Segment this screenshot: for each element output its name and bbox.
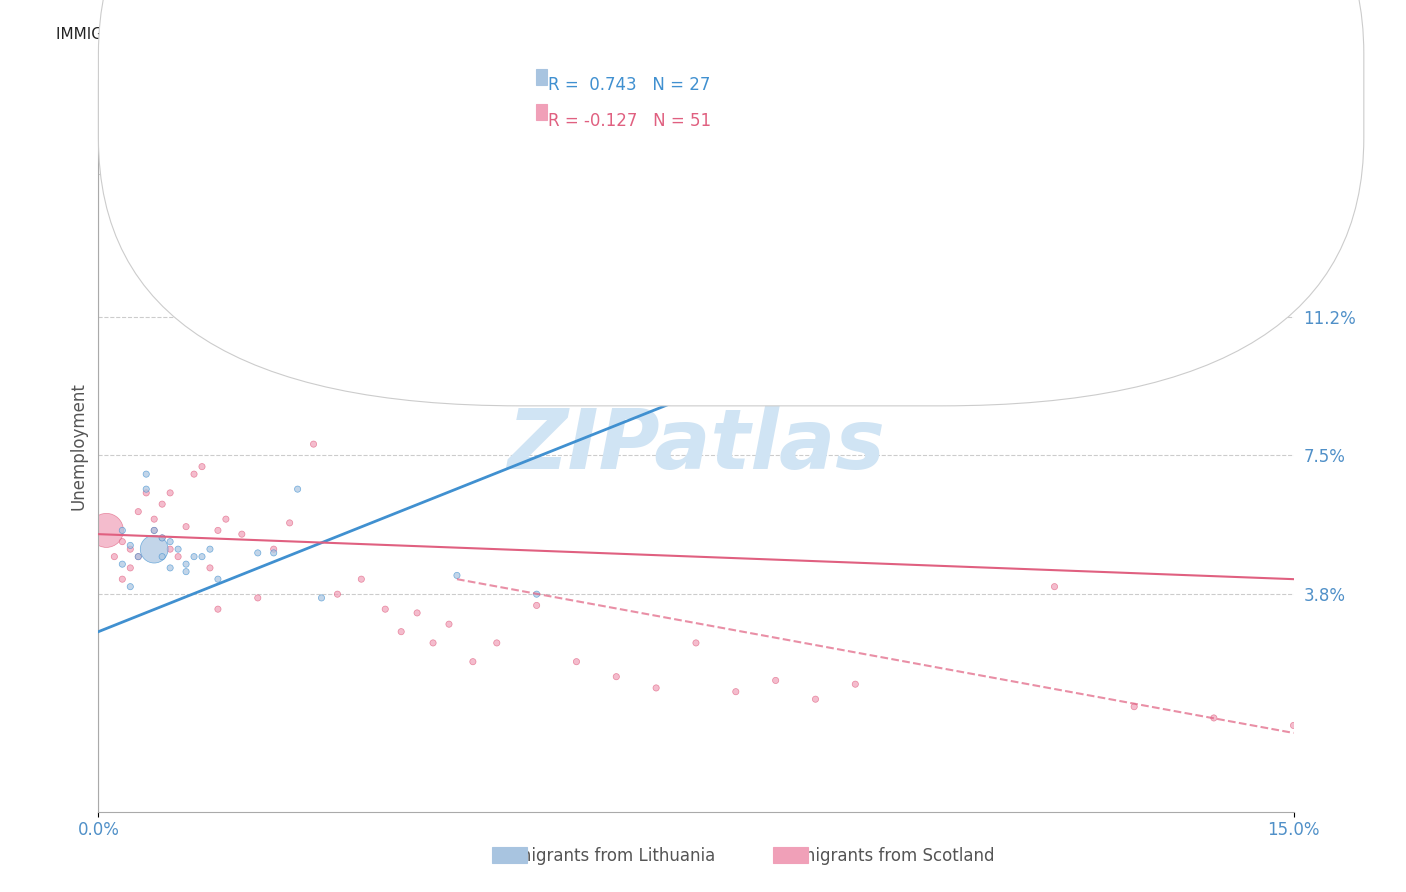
Point (1004, 175, 1026, 189)
Point (127, 549, 149, 564)
Point (103, 549, 125, 564)
Point (143, 542, 166, 557)
Point (135, 467, 157, 482)
Point (263, 542, 285, 557)
Point (127, 505, 149, 519)
Point (174, 557, 197, 571)
Point (526, 587, 548, 601)
Point (159, 534, 181, 549)
Text: ZIPatlas: ZIPatlas (508, 406, 884, 486)
Point (685, 636, 707, 650)
Point (389, 624, 412, 639)
Point (96, 524, 118, 538)
Point (174, 519, 197, 533)
Point (143, 524, 166, 538)
Point (135, 486, 157, 500)
Point (127, 549, 149, 564)
Point (167, 542, 190, 557)
Point (143, 512, 166, 526)
Point (374, 602, 396, 616)
Point (246, 591, 269, 605)
Point (526, 599, 548, 613)
Point (120, 580, 142, 594)
Point (120, 538, 142, 552)
Point (174, 565, 197, 579)
Point (191, 549, 214, 564)
Text: Immigrants from Lithuania: Immigrants from Lithuania (494, 847, 716, 865)
Text: R =  0.743   N = 27: R = 0.743 N = 27 (548, 76, 710, 94)
Point (143, 524, 166, 538)
Point (167, 549, 190, 564)
Point (1282, 718, 1305, 732)
Point (150, 531, 173, 545)
Point (159, 561, 181, 575)
Point (167, 242, 190, 256)
Point (287, 482, 309, 496)
Text: Source: ZipAtlas.com: Source: ZipAtlas.com (1202, 27, 1350, 41)
Point (278, 516, 301, 530)
Point (406, 606, 429, 620)
Point (198, 561, 221, 575)
Point (326, 587, 349, 601)
Point (1202, 711, 1225, 725)
Point (150, 531, 173, 545)
Point (804, 692, 827, 706)
Point (446, 568, 468, 582)
Point (263, 546, 285, 560)
Point (207, 602, 229, 616)
Point (422, 636, 444, 650)
Y-axis label: Unemployment: Unemployment (69, 382, 87, 510)
Point (150, 549, 173, 564)
Point (231, 527, 253, 541)
Point (207, 524, 229, 538)
Point (111, 572, 134, 586)
Point (765, 673, 787, 688)
Point (191, 459, 214, 474)
Point (135, 482, 157, 496)
Text: IMMIGRANTS FROM LITHUANIA VS IMMIGRANTS FROM SCOTLAND UNEMPLOYMENT CORRELATION C: IMMIGRANTS FROM LITHUANIA VS IMMIGRANTS … (56, 27, 858, 42)
Point (565, 655, 588, 669)
Point (159, 486, 181, 500)
Point (207, 572, 229, 586)
Point (111, 534, 134, 549)
Text: R = -0.127   N = 51: R = -0.127 N = 51 (548, 112, 711, 129)
Point (120, 542, 142, 557)
Point (485, 636, 508, 650)
Point (120, 561, 142, 575)
Point (215, 512, 238, 526)
Point (111, 524, 134, 538)
Point (605, 670, 627, 684)
Point (150, 497, 173, 511)
Point (198, 542, 221, 557)
Point (1043, 580, 1066, 594)
Point (159, 542, 181, 557)
Point (1123, 699, 1146, 714)
Point (246, 546, 269, 560)
Point (183, 549, 205, 564)
Point (183, 467, 205, 482)
Point (645, 681, 668, 695)
Point (111, 557, 134, 571)
Point (350, 572, 373, 586)
Point (311, 591, 333, 605)
Point (437, 617, 460, 632)
Point (844, 677, 866, 691)
Point (461, 655, 484, 669)
Point (724, 684, 747, 698)
Text: Immigrants from Scotland: Immigrants from Scotland (778, 847, 994, 865)
Point (302, 437, 325, 451)
